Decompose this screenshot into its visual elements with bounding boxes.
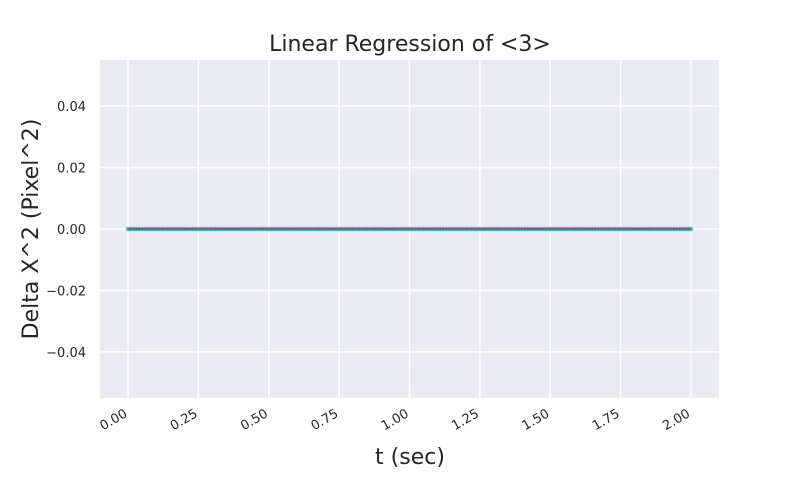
chart-title: Linear Regression of <3> bbox=[269, 32, 551, 57]
x-tick-label: 0.50 bbox=[238, 406, 271, 433]
x-tick-label: 1.25 bbox=[449, 406, 482, 433]
x-axis-label: t (sec) bbox=[375, 445, 445, 470]
y-tick-label: −0.04 bbox=[46, 346, 86, 361]
x-tick-label: 2.00 bbox=[660, 406, 693, 433]
data-layer bbox=[125, 226, 694, 232]
x-tick-label: 0.00 bbox=[98, 406, 131, 433]
y-axis-label: Delta X^2 (Pixel^2) bbox=[19, 119, 44, 340]
x-tick-label: 0.25 bbox=[168, 406, 201, 433]
x-tick-label: 1.50 bbox=[520, 406, 553, 433]
x-tick-label: 0.75 bbox=[309, 406, 342, 433]
x-tick-labels: 0.00 0.25 0.50 0.75 1.00 1.25 1.50 1.75 2.00 bbox=[98, 406, 693, 433]
y-tick-label: −0.02 bbox=[46, 284, 86, 299]
y-tick-label: 0.00 bbox=[57, 223, 86, 238]
x-tick-label: 1.00 bbox=[379, 406, 412, 433]
x-tick-label: 1.75 bbox=[590, 406, 623, 433]
y-tick-label: 0.02 bbox=[57, 162, 86, 177]
y-tick-label: 0.04 bbox=[57, 100, 86, 115]
y-tick-labels: −0.04 −0.02 0.00 0.02 0.04 bbox=[46, 100, 86, 361]
